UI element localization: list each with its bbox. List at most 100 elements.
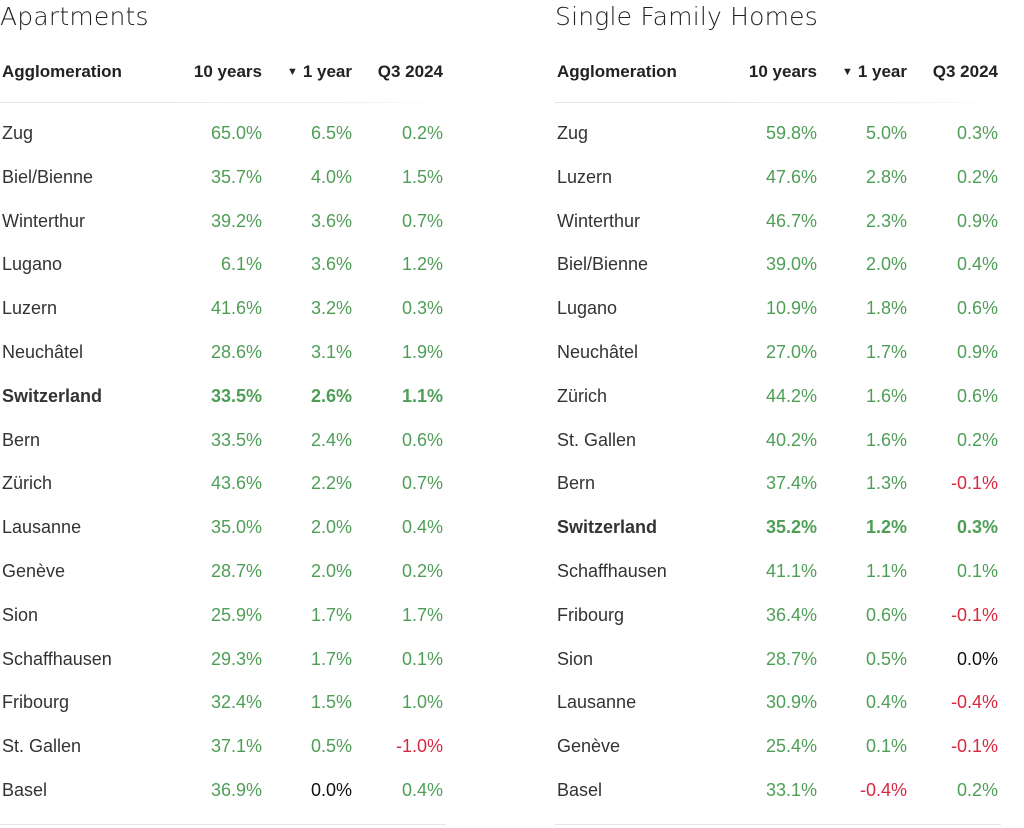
- one-year-header[interactable]: ▼ 1 year: [842, 62, 907, 82]
- agglomeration-cell: Fribourg: [2, 692, 70, 713]
- q3-2024-cell: 1.7%: [401, 604, 443, 625]
- q3-2024-cell: 0.1%: [401, 648, 443, 669]
- one-year-cell: 4.0%: [310, 166, 352, 187]
- q3-2024-cell: -0.1%: [950, 473, 998, 494]
- q3-2024-cell: 0.3%: [956, 123, 998, 143]
- one-year-cell: 3.1%: [310, 341, 352, 362]
- q3-2024-cell: 1.2%: [401, 254, 443, 275]
- q3-2024-cell: 0.7%: [401, 473, 443, 494]
- agglomeration-cell: Biel/Bienne: [2, 166, 94, 187]
- agglomeration-cell: Bern: [557, 473, 596, 494]
- table-row: Schaffhausen 41.1% 1.1% 0.1%: [555, 550, 1001, 594]
- q3-2024-cell: 1.1%: [401, 385, 443, 406]
- one-year-cell: 1.7%: [310, 648, 352, 669]
- ten-years-cell: 39.0%: [765, 254, 817, 275]
- q3-2024-cell: 0.4%: [401, 779, 443, 800]
- table-row: Biel/Bienne 39.0% 2.0% 0.4%: [555, 243, 1001, 287]
- q3-2024-cell: 0.6%: [956, 385, 998, 406]
- table-row: St. Gallen 37.1% 0.5% -1.0%: [0, 725, 446, 769]
- ten-years-cell: 47.6%: [765, 166, 817, 187]
- one-year-cell: 2.0%: [310, 517, 352, 538]
- ten-years-cell: 33.5%: [210, 385, 262, 406]
- ten-years-cell: 35.0%: [210, 517, 262, 538]
- q3-2024-header[interactable]: Q3 2024: [933, 62, 998, 82]
- table-title: Apartments: [0, 2, 149, 31]
- table-row: Zug 65.0% 6.5% 0.2%: [0, 112, 446, 156]
- table-row: Zürich 43.6% 2.2% 0.7%: [0, 462, 446, 506]
- q3-2024-cell: 0.4%: [401, 517, 443, 538]
- q3-2024-cell: 0.9%: [956, 341, 998, 362]
- agglomeration-cell: Fribourg: [557, 604, 625, 625]
- one-year-cell: 2.6%: [310, 385, 352, 406]
- table-row: Luzern 47.6% 2.8% 0.2%: [555, 156, 1001, 200]
- agglomeration-cell: Basel: [557, 779, 603, 800]
- one-year-cell: 1.6%: [865, 429, 907, 450]
- footer-divider: [0, 824, 446, 825]
- one-year-cell: 3.6%: [310, 254, 352, 275]
- table-row: Winterthur 39.2% 3.6% 0.7%: [0, 200, 446, 244]
- q3-2024-cell: -0.1%: [950, 736, 998, 757]
- one-year-cell: 0.5%: [310, 736, 352, 757]
- table-row: Fribourg 32.4% 1.5% 1.0%: [0, 681, 446, 725]
- one-year-cell: -0.4%: [859, 779, 907, 800]
- q3-2024-cell: 1.0%: [401, 692, 443, 713]
- ten-years-cell: 30.9%: [765, 692, 817, 713]
- agglomeration-cell: Lausanne: [2, 517, 82, 538]
- column-label: Q3 2024: [377, 62, 443, 81]
- agglomeration-cell: Winterthur: [557, 210, 641, 231]
- ten-years-cell: 28.7%: [765, 648, 817, 669]
- table-row: Genève 28.7% 2.0% 0.2%: [0, 550, 446, 594]
- one-year-cell: 2.0%: [865, 254, 907, 275]
- agglomeration-cell: Basel: [2, 779, 48, 800]
- table-body: Zug 65.0% 6.5% 0.2% Biel/Bienne 35.7% 4.0% 1.5%…: [0, 112, 446, 813]
- ten-years-cell: 39.2%: [210, 210, 262, 231]
- q3-2024-cell: 1.5%: [401, 166, 443, 187]
- agglomeration-cell: Zürich: [2, 473, 53, 494]
- q3-2024-cell: 0.2%: [401, 560, 443, 581]
- one-year-cell: 0.1%: [865, 736, 907, 757]
- header-divider: [0, 102, 446, 103]
- one-year-cell: 2.4%: [310, 429, 352, 450]
- agglomeration-cell: Schaffhausen: [2, 648, 112, 669]
- one-year-header[interactable]: ▼ 1 year: [287, 62, 352, 82]
- footer-divider: [555, 824, 1001, 825]
- agglomeration-cell: Bern: [2, 429, 41, 450]
- one-year-cell: 3.2%: [310, 298, 352, 319]
- column-label: 10 years: [193, 62, 262, 81]
- agglomeration-cell: Switzerland: [557, 517, 658, 538]
- q3-2024-cell: 0.4%: [956, 254, 998, 275]
- ten-years-header[interactable]: 10 years: [749, 62, 817, 82]
- agglomeration-cell: St. Gallen: [557, 429, 637, 450]
- column-label: Q3 2024: [932, 62, 998, 81]
- agglomeration-header[interactable]: Agglomeration: [557, 62, 677, 82]
- q3-2024-cell: 0.7%: [401, 210, 443, 231]
- agglomeration-cell: Schaffhausen: [557, 560, 667, 581]
- one-year-cell: 1.7%: [865, 341, 907, 362]
- table-row: Schaffhausen 29.3% 1.7% 0.1%: [0, 638, 446, 682]
- one-year-cell: 3.6%: [310, 210, 352, 231]
- q3-2024-header[interactable]: Q3 2024: [378, 62, 443, 82]
- table-row: Zug 59.8% 5.0% 0.3%: [555, 112, 1001, 156]
- ten-years-cell: 25.9%: [210, 604, 262, 625]
- table-title: Single Family Homes: [555, 2, 818, 31]
- agglomeration-cell: Lausanne: [557, 692, 637, 713]
- agglomeration-header[interactable]: Agglomeration: [2, 62, 122, 82]
- ten-years-cell: 6.1%: [220, 254, 262, 275]
- q3-2024-cell: -0.1%: [950, 604, 998, 625]
- table-row: Lugano 6.1% 3.6% 1.2%: [0, 243, 446, 287]
- one-year-cell: 1.6%: [865, 385, 907, 406]
- q3-2024-cell: 0.9%: [956, 210, 998, 231]
- agglomeration-cell: St. Gallen: [2, 736, 82, 757]
- one-year-cell: 2.3%: [865, 210, 907, 231]
- agglomeration-cell: Biel/Bienne: [557, 254, 649, 275]
- ten-years-header[interactable]: 10 years: [194, 62, 262, 82]
- table-body: Zug 59.8% 5.0% 0.3% Luzern 47.6% 2.8% 0.2% Winte…: [555, 112, 1001, 813]
- agglomeration-cell: Genève: [2, 560, 66, 581]
- table-row: Bern 33.5% 2.4% 0.6%: [0, 419, 446, 463]
- one-year-cell: 0.0%: [310, 779, 352, 800]
- ten-years-cell: 41.1%: [765, 560, 817, 581]
- q3-2024-cell: 0.6%: [401, 429, 443, 450]
- agglomeration-cell: Lugano: [557, 298, 618, 319]
- column-label: 1 year: [857, 62, 907, 81]
- agglomeration-cell: Sion: [2, 604, 39, 625]
